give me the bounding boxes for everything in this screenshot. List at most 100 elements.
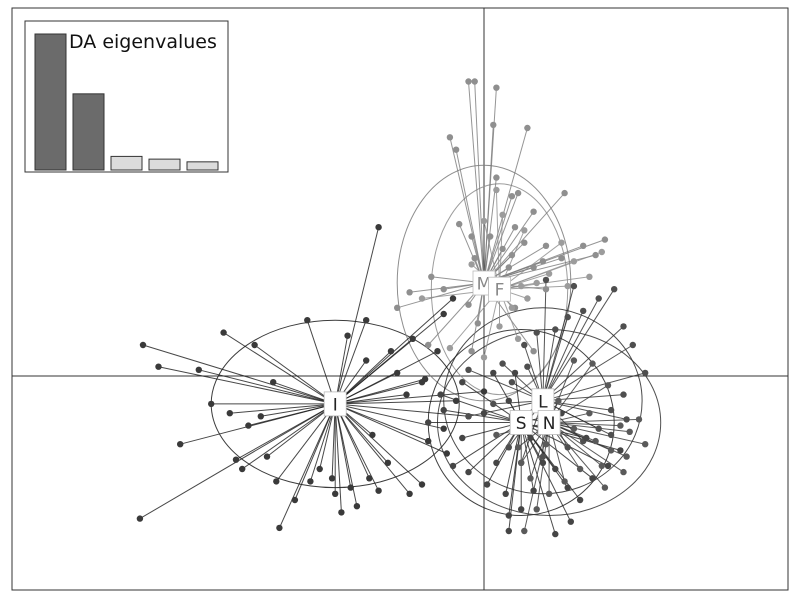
spoke-M-1	[455, 149, 485, 284]
point-L-1	[595, 295, 602, 302]
point-N-5	[607, 447, 615, 454]
spoke-L-1	[542, 298, 600, 402]
point-M-8	[508, 193, 516, 200]
point-L-25	[499, 360, 506, 367]
spoke-I-35	[334, 350, 438, 405]
point-F-2	[570, 258, 578, 265]
point-F-9	[480, 354, 488, 361]
point-L-5	[533, 329, 540, 336]
point-S-7	[518, 506, 525, 513]
point-L-12	[620, 391, 627, 398]
point-L-15	[607, 431, 615, 439]
spoke-S-28	[508, 422, 522, 532]
point-I-45	[232, 456, 240, 463]
point-M-34	[406, 289, 413, 296]
spoke-I-1	[158, 366, 336, 405]
point-I-42	[270, 379, 277, 386]
spoke-I-41	[223, 332, 336, 405]
point-M-17	[487, 233, 494, 240]
point-L-19	[539, 453, 547, 460]
point-F-8	[496, 323, 503, 330]
spoke-N-2	[549, 422, 621, 427]
point-N-25	[620, 468, 627, 476]
point-S-30	[567, 518, 574, 525]
spoke-I-23	[335, 403, 444, 430]
point-M-21	[561, 189, 568, 197]
spoke-S-19	[443, 409, 522, 423]
eigenvalue-bar-4	[148, 158, 181, 171]
point-N-15	[570, 357, 578, 364]
point-S-16	[459, 379, 466, 386]
point-I-31	[387, 348, 395, 355]
point-L-24	[524, 363, 531, 370]
point-N-27	[521, 527, 528, 535]
point-L-8	[570, 282, 578, 290]
point-I-43	[177, 441, 184, 448]
point-F-10	[446, 344, 454, 352]
point-L-21	[505, 444, 512, 451]
spoke-M-21	[483, 192, 565, 284]
point-L-6	[521, 341, 528, 349]
point-I-30	[363, 357, 370, 364]
eigenvalue-inset: DA eigenvalues	[24, 20, 229, 173]
point-N-26	[533, 506, 540, 513]
point-N-10	[545, 490, 553, 497]
point-L-9	[620, 323, 627, 330]
point-I-23	[440, 425, 447, 432]
point-N-21	[493, 431, 500, 439]
point-S-28	[505, 527, 512, 535]
point-I-11	[307, 478, 314, 485]
point-F-19	[514, 335, 522, 342]
spoke-I-28	[334, 320, 367, 405]
point-S-13	[589, 475, 596, 482]
spoke-I-44	[241, 403, 336, 470]
point-M-28	[530, 264, 537, 271]
spoke-L-9	[542, 326, 624, 402]
point-S-8	[530, 487, 537, 494]
point-L-10	[629, 341, 636, 349]
point-I-21	[418, 481, 426, 488]
point-M-14	[456, 220, 463, 228]
spoke-I-6	[260, 403, 336, 417]
point-I-4	[226, 410, 233, 417]
point-M-37	[508, 251, 516, 259]
point-L-27	[465, 413, 472, 420]
point-I-25	[452, 397, 460, 404]
point-S-9	[539, 459, 547, 466]
point-I-2	[195, 366, 202, 373]
point-I-38	[375, 224, 382, 231]
point-I-8	[273, 478, 280, 485]
point-S-4	[493, 459, 500, 466]
point-F-17	[558, 239, 565, 246]
point-F-3	[545, 270, 553, 277]
point-I-18	[375, 487, 382, 494]
point-M-24	[592, 251, 599, 259]
point-M-5	[490, 121, 497, 129]
point-F-4	[533, 279, 540, 287]
point-I-32	[394, 369, 401, 377]
point-M-30	[542, 286, 550, 293]
point-I-0	[139, 341, 147, 349]
point-L-4	[552, 326, 559, 333]
group-label-box-F	[488, 276, 511, 302]
group-label-N: N	[543, 414, 556, 434]
point-N-9	[561, 478, 568, 485]
point-M-33	[425, 341, 432, 349]
point-S-3	[483, 481, 491, 488]
spoke-I-10	[294, 403, 336, 501]
point-I-36	[440, 310, 447, 318]
data-points	[136, 78, 649, 538]
point-N-7	[598, 462, 605, 470]
point-I-46	[136, 515, 144, 522]
group-label-I: I	[333, 395, 338, 415]
point-M-3	[471, 78, 478, 85]
point-I-22	[425, 437, 432, 445]
group-label-box-S	[509, 410, 533, 435]
point-M-15	[468, 233, 475, 240]
point-L-2	[580, 307, 587, 315]
group-label-L: L	[538, 392, 548, 412]
point-I-10	[291, 496, 299, 504]
point-L-22	[490, 400, 497, 408]
point-M-9	[514, 189, 522, 197]
point-N-4	[623, 453, 630, 460]
